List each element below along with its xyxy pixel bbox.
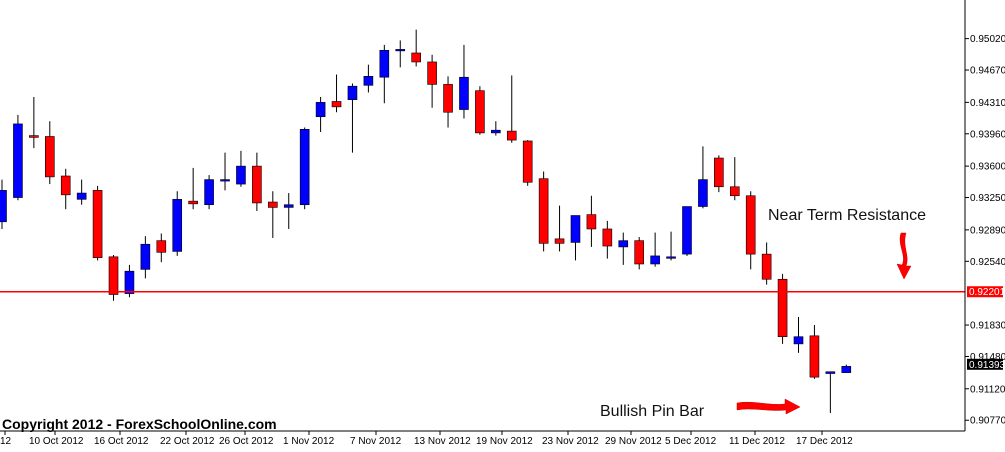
bullish-candle [570, 215, 581, 243]
x-tick-label: 11 Dec 2012 [729, 436, 785, 447]
y-tick-label: 0.91480 [970, 352, 1005, 363]
x-tick-label: 10 Oct 2012 [29, 436, 84, 447]
bearish-candle [745, 195, 756, 255]
bearish-candle [554, 238, 565, 244]
y-tick-label: 0.94310 [970, 98, 1005, 109]
bearish-candle [427, 61, 437, 85]
current-price-tag-label: 0.91393 [969, 360, 1005, 371]
y-tick-label: 0.93250 [970, 193, 1005, 204]
bullish-candle [13, 123, 23, 198]
bullish-candle [76, 192, 87, 200]
x-tick-label: 23 Nov 2012 [542, 436, 599, 447]
bearish-candle [506, 130, 517, 141]
bearish-candle [188, 200, 198, 205]
x-tick-label: 16 Oct 2012 [94, 436, 149, 447]
x-tick-label: 7 Nov 2012 [350, 436, 402, 447]
bullish-candle [347, 85, 358, 100]
bullish-candle [698, 179, 708, 207]
bearish-candle [156, 240, 167, 253]
bullish-candle [140, 243, 151, 270]
y-tick-label: 0.92890 [970, 225, 1005, 236]
bearish-candle [777, 278, 788, 338]
copyright-text: Copyright 2012 - ForexSchoolOnline.com [2, 416, 277, 432]
resistance-tag-label: 0.92201 [969, 287, 1005, 298]
bearish-candle [729, 186, 740, 197]
bearish-candle [44, 136, 55, 178]
x-tick-label: 29 Nov 2012 [605, 436, 662, 447]
bearish-candle [809, 335, 820, 378]
y-tick-label: 0.93600 [970, 162, 1005, 173]
x-tick-label: 1 Nov 2012 [283, 436, 335, 447]
bullish-candle [841, 366, 852, 373]
bullish-candle [0, 190, 7, 223]
bearish-candle [761, 253, 772, 280]
bearish-candle [538, 178, 549, 244]
bullish-candle [459, 76, 469, 110]
bullish-candle [682, 206, 692, 255]
bearish-candle [522, 140, 533, 183]
x-tick-label: 26 Oct 2012 [219, 436, 274, 447]
resistance-tag-box [967, 286, 1003, 298]
x-tick-label: 13 Nov 2012 [414, 436, 471, 447]
bullish-candle [650, 255, 660, 265]
x-tick-label: 19 Nov 2012 [476, 436, 533, 447]
x-tick-label: 17 Dec 2012 [796, 436, 853, 447]
candles-group [0, 29, 852, 414]
x-tick-label: 12 [0, 436, 12, 447]
y-tick-label: 0.91830 [970, 321, 1005, 332]
bullish-candle [666, 256, 676, 259]
bullish-candle [172, 199, 183, 252]
bearish-candle [29, 135, 39, 138]
bullish-candle [124, 270, 135, 294]
y-tick-label: 0.94670 [970, 66, 1005, 77]
down-arrow-icon [896, 232, 912, 280]
bearish-candle [411, 52, 421, 63]
x-tick-label: 5 Dec 2012 [665, 436, 717, 447]
bullish-candle [618, 240, 629, 248]
bullish-candle [299, 129, 310, 206]
bearish-candle [714, 157, 724, 188]
bearish-candle [108, 256, 119, 295]
bearish-candle [92, 190, 103, 259]
bearish-candle [586, 214, 597, 230]
bullish-candle [236, 165, 246, 185]
near-term-resistance-label: Near Term Resistance [768, 207, 926, 224]
bearish-candle [60, 175, 71, 196]
bullish-candle [379, 49, 390, 78]
bullish-candle [793, 336, 804, 345]
right-arrow-icon [736, 398, 801, 415]
price-axis: 0.95020 0.94670 0.94310 0.93960 0.93600 0.932… [965, 34, 1005, 427]
time-axis: 12 10 Oct 2012 16 Oct 2012 22 Oct 2012 26 Oc… [0, 431, 853, 447]
y-tick-label: 0.92540 [970, 257, 1005, 268]
bullish-candle [363, 76, 374, 86]
bearish-candle [331, 101, 342, 108]
bullish-candle [395, 49, 406, 52]
bearish-candle [443, 84, 453, 113]
bearish-candle [602, 228, 613, 247]
current-price-tag-box [967, 358, 1003, 370]
bullish-pin-bar-label: Bullish Pin Bar [600, 403, 705, 420]
bullish-candle [491, 129, 501, 134]
y-tick-label: 0.90770 [970, 416, 1005, 427]
current-price-tag: 0.91393 [967, 358, 1005, 371]
bullish-candle [220, 179, 230, 182]
bearish-candle [634, 240, 645, 265]
bearish-candle [475, 90, 485, 134]
y-tick-label: 0.91120 [970, 384, 1005, 395]
y-tick-label: 0.93960 [970, 129, 1005, 140]
y-tick-label: 0.95020 [970, 34, 1005, 45]
bearish-candle [268, 201, 278, 208]
resistance-price-tag: 0.92201 [967, 286, 1005, 298]
bullish-candle [825, 371, 836, 374]
bullish-candle [283, 204, 294, 208]
x-tick-label: 22 Oct 2012 [160, 436, 215, 447]
bearish-candle [252, 165, 262, 204]
bullish-candle [204, 179, 214, 206]
bullish-candle [315, 102, 326, 118]
